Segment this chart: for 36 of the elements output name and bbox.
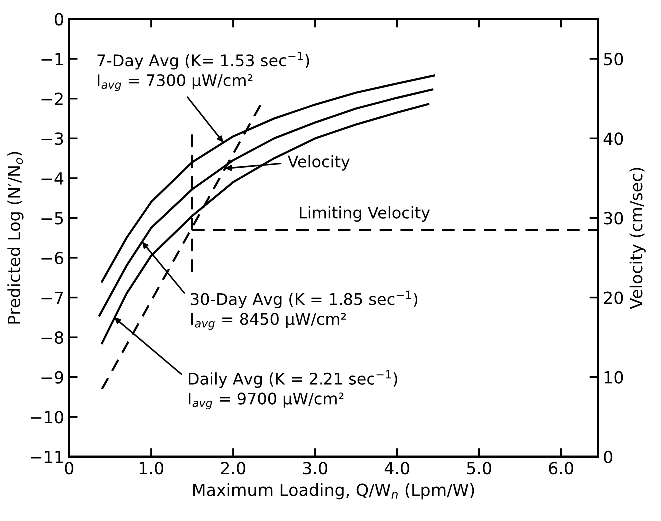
x-tick-label: 4.0 xyxy=(384,462,410,475)
y-tick-label: −11 xyxy=(31,451,64,464)
x-tick-label: 2.0 xyxy=(221,462,246,475)
y-tick-label: −1 xyxy=(42,53,64,66)
annotation: Daily Avg (K = 2.21 sec$^{−1}$) xyxy=(189,370,398,388)
y2-tick-label: 20 xyxy=(604,292,624,304)
y2-axis-title: Velocity (cm/sec) xyxy=(630,168,646,310)
y-tick-label: −6 xyxy=(42,252,64,265)
x-tick-label: 3.0 xyxy=(303,462,328,475)
x-tick-label: 6.0 xyxy=(549,462,574,475)
y-tick-label: −9 xyxy=(42,371,64,384)
x-tick-label: 1.0 xyxy=(140,462,164,475)
y-tick-label: −4 xyxy=(42,172,64,185)
x-axis-title: Maximum Loading, Q/W$_{n}$ (Lpm/W) xyxy=(194,483,474,500)
y2-tick-label: 50 xyxy=(604,53,624,66)
y-axis-title: Predicted Log (N′/N$_{o}$) xyxy=(8,152,24,324)
y-tick-label: −2 xyxy=(42,92,63,106)
x-tick-label: 0 xyxy=(65,462,74,475)
y-tick-label: −10 xyxy=(31,411,64,424)
y-tick-label: −3 xyxy=(42,132,64,146)
annotation: I$_{avg}$ = 9700 μW/cm² xyxy=(189,392,344,410)
annotation: Limiting Velocity xyxy=(300,206,430,222)
annotation: 30-Day Avg (K = 1.85 sec$^{−1}$) xyxy=(191,290,418,308)
y2-tick-label: 30 xyxy=(604,212,624,225)
y2-tick-label: 0 xyxy=(604,450,613,464)
y-tick-label: −7 xyxy=(42,292,64,304)
y2-tick-label: 10 xyxy=(604,371,624,384)
y2-tick-label: 40 xyxy=(604,132,624,146)
y-tick-label: 0 xyxy=(55,13,64,26)
y-tick-label: −8 xyxy=(42,332,64,344)
y-tick-label: −5 xyxy=(42,212,64,225)
annotation: I$_{avg}$ = 8450 μW/cm² xyxy=(191,313,346,330)
annotation: I$_{avg}$ = 7300 μW/cm² xyxy=(98,74,253,92)
annotation: 7-Day Avg (K= 1.53 sec$^{−1}$) xyxy=(98,52,310,70)
x-tick-label: 5.0 xyxy=(467,462,492,475)
legend-label: Velocity xyxy=(288,155,350,171)
